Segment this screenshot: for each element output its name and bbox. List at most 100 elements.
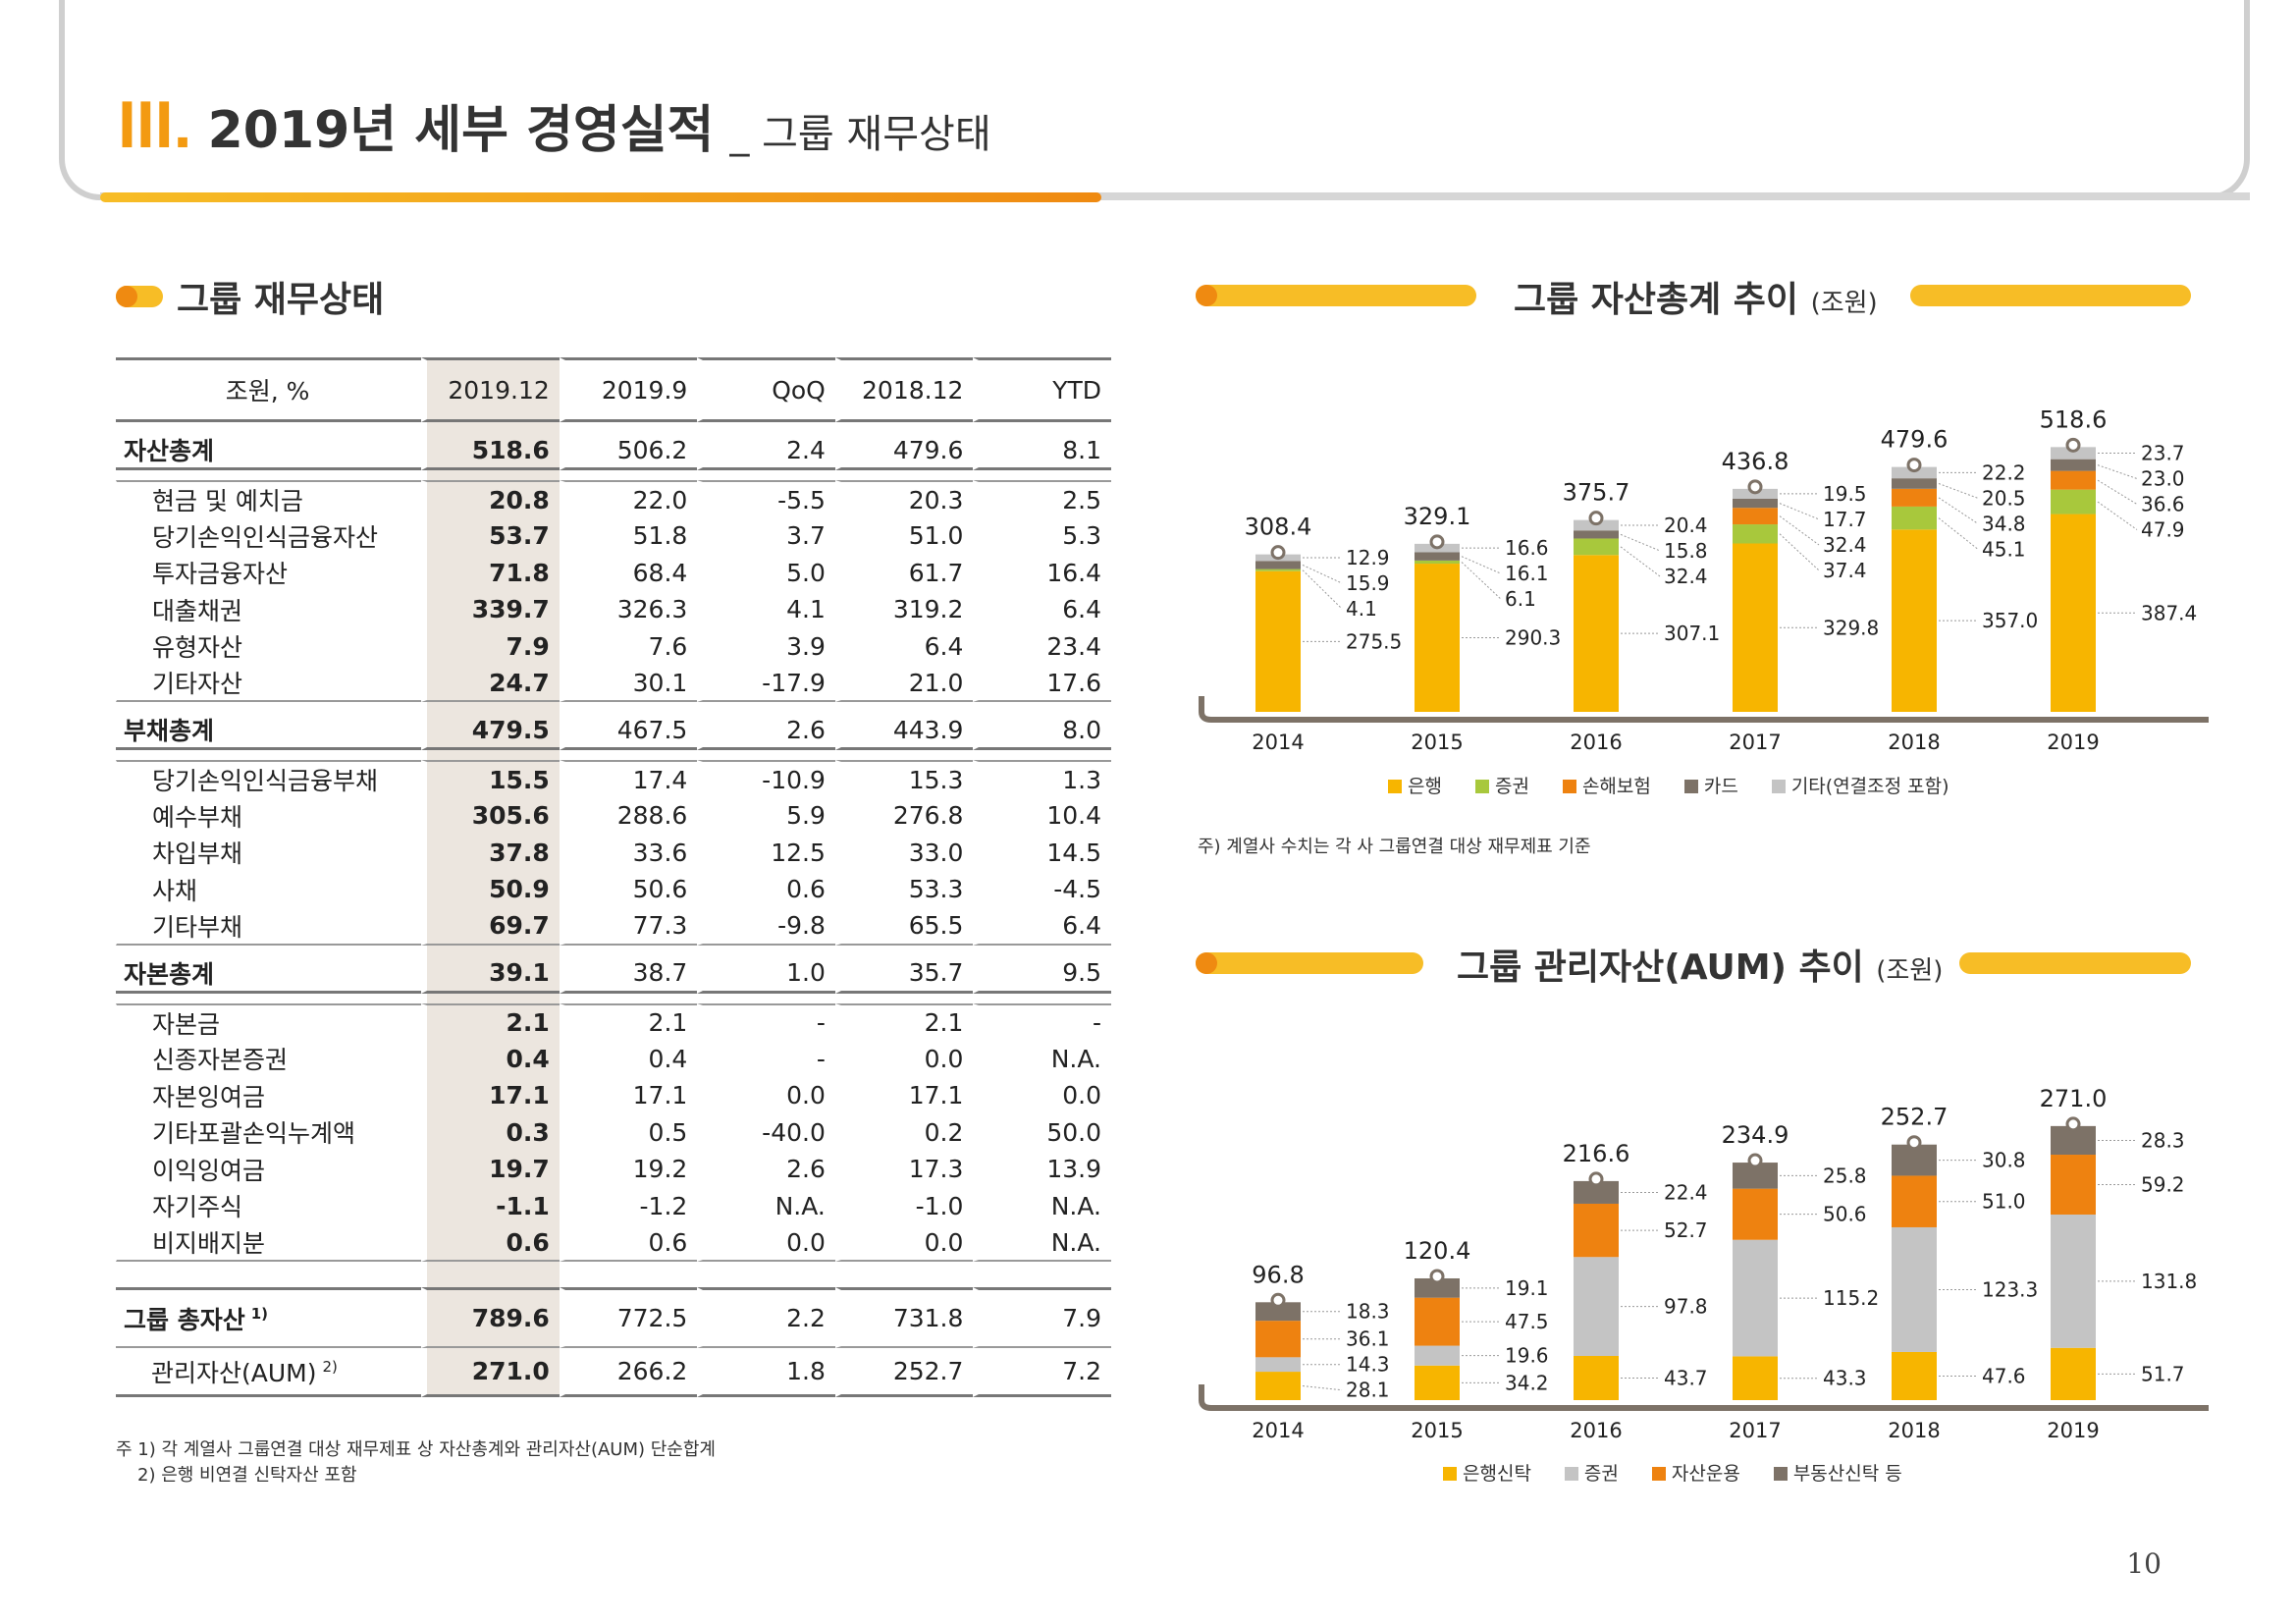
cell-value: 15.3 xyxy=(834,760,974,797)
legend-label: 손해보험 xyxy=(1581,776,1651,797)
cell-value: -1.2 xyxy=(559,1187,698,1224)
page-title: III. 2019년 세부 경영실적 _ 그룹 재무상태 xyxy=(118,86,991,163)
cell-value: 50.6 xyxy=(559,871,698,908)
x-tick-label: 2019 xyxy=(2047,1419,2099,1442)
spacer-cell xyxy=(116,1262,421,1287)
cell-value: 71.8 xyxy=(421,554,560,591)
total-label: 252.7 xyxy=(1881,1104,1949,1131)
legend-item: 카드 xyxy=(1683,776,1738,797)
data-label: 32.4 xyxy=(1664,565,1708,588)
x-tick-label: 2017 xyxy=(1729,731,1781,754)
spacer-cell xyxy=(697,702,835,712)
cell-value: 7.2 xyxy=(973,1348,1111,1397)
cell-value: -5.5 xyxy=(697,480,835,517)
leader-line xyxy=(2097,464,2138,479)
legend-item: 부동산신탁 등 xyxy=(1773,1463,1902,1485)
data-label: 16.6 xyxy=(1505,536,1549,560)
leader-line xyxy=(1938,497,1979,524)
table-row: 예수부채 305.6 288.6 5.9 276.8 10.4 xyxy=(116,797,1111,835)
summary-label: 관리자산(AUM) xyxy=(151,1358,317,1387)
bar-segment xyxy=(2051,1155,2096,1215)
data-label: 37.4 xyxy=(1823,559,1867,582)
cell-value: 2.1 xyxy=(834,1002,974,1041)
row-label: 기타포괄손익누계액 xyxy=(152,1119,356,1149)
spacer-cell xyxy=(973,993,1111,1003)
spacer-row xyxy=(116,702,1111,712)
bar-segment xyxy=(1255,1357,1301,1373)
spacer-cell xyxy=(559,993,698,1003)
row-label: 당기손익인식금융부채 xyxy=(116,760,422,797)
cell-value: 2.5 xyxy=(973,480,1111,517)
spacer-cell xyxy=(973,422,1111,432)
cell-value: 0.6 xyxy=(421,1224,560,1262)
legend-label: 자산운용 xyxy=(1671,1463,1740,1485)
cell-value: - xyxy=(697,1002,835,1041)
data-label: 28.1 xyxy=(1346,1379,1390,1402)
total-label: 436.8 xyxy=(1722,448,1789,475)
cell-value: -1.0 xyxy=(834,1187,974,1224)
spacer-cell xyxy=(559,702,698,712)
column-header: 2019.9 xyxy=(559,357,698,422)
cell-value: 479.6 xyxy=(834,432,974,470)
data-label: 4.1 xyxy=(1346,597,1377,621)
cell-value: 0.4 xyxy=(559,1040,698,1077)
bar-segment xyxy=(2051,447,2096,460)
legend-label: 은행신탁 xyxy=(1463,1463,1531,1485)
x-tick-label: 2015 xyxy=(1411,1419,1463,1442)
cell-value: 0.0 xyxy=(834,1040,974,1077)
data-label: 45.1 xyxy=(1982,537,2026,561)
cell-value: 339.7 xyxy=(421,591,560,628)
spacer-cell xyxy=(116,702,421,712)
column-header: 2019.12 xyxy=(421,357,560,422)
table-footnote-2: 2) 은행 비연결 신탁자산 포함 xyxy=(137,1465,357,1486)
cell-value: 326.3 xyxy=(559,591,698,628)
page-title-text: 2019년 세부 경영실적 xyxy=(207,101,715,160)
cell-value: 22.0 xyxy=(559,480,698,517)
leader-line xyxy=(1620,533,1661,552)
spacer-cell xyxy=(834,702,974,712)
leader-line xyxy=(1620,546,1661,577)
table-row: 비지배지분 0.6 0.6 0.0 0.0 N.A. xyxy=(116,1224,1111,1262)
cell-value: 12.5 xyxy=(697,834,835,871)
cell-value: 20.8 xyxy=(421,480,560,517)
data-label: 43.7 xyxy=(1664,1366,1708,1389)
data-label: 36.1 xyxy=(1346,1327,1390,1351)
data-label: 36.6 xyxy=(2141,492,2185,515)
bar-segment xyxy=(1733,524,1778,544)
data-label: 34.8 xyxy=(1982,512,2026,535)
cell-value: 772.5 xyxy=(559,1287,698,1348)
x-tick-label: 2015 xyxy=(1411,731,1463,754)
spacer-cell xyxy=(421,993,560,1003)
data-label: 115.2 xyxy=(1823,1286,1879,1310)
row-label: 비지배지분 xyxy=(116,1224,422,1262)
bar-segment xyxy=(1255,561,1301,569)
bar-segment xyxy=(1892,478,1937,489)
x-tick-label: 2019 xyxy=(2047,731,2099,754)
data-label: 290.3 xyxy=(1505,626,1561,650)
bar-segment xyxy=(1574,1355,1619,1400)
header-divider xyxy=(100,192,2250,200)
cell-value: 0.2 xyxy=(834,1113,974,1151)
cell-value: 69.7 xyxy=(421,907,560,946)
cell-value: 68.4 xyxy=(559,554,698,591)
row-label: 유형자산 xyxy=(152,633,243,663)
bar-segment xyxy=(1415,1345,1460,1366)
legend-swatch xyxy=(1564,1467,1578,1481)
spacer-row xyxy=(116,750,1111,760)
bar-segment xyxy=(2051,1347,2096,1400)
data-label: 20.4 xyxy=(1664,514,1708,537)
legend-swatch xyxy=(1651,1467,1666,1481)
chart2-left-bar-icon xyxy=(1196,952,1423,974)
total-label: 308.4 xyxy=(1245,514,1312,541)
x-axis-line xyxy=(1199,1384,2209,1411)
bar-segment xyxy=(1892,506,1937,530)
total-marker-icon xyxy=(1588,1171,1604,1187)
chart2-unit: (조원) xyxy=(1876,956,1944,986)
chart1-title-text: 그룹 자산총계 추이 xyxy=(1514,280,1799,320)
table-row: 현금 및 예치금 20.8 22.0 -5.5 20.3 2.5 xyxy=(116,480,1111,517)
cell-value: 0.4 xyxy=(421,1040,560,1077)
cell-value: 2.4 xyxy=(697,432,835,470)
data-label: 59.2 xyxy=(2141,1173,2185,1197)
cell-value: 21.0 xyxy=(834,665,974,702)
cell-value: 1.3 xyxy=(973,760,1111,797)
